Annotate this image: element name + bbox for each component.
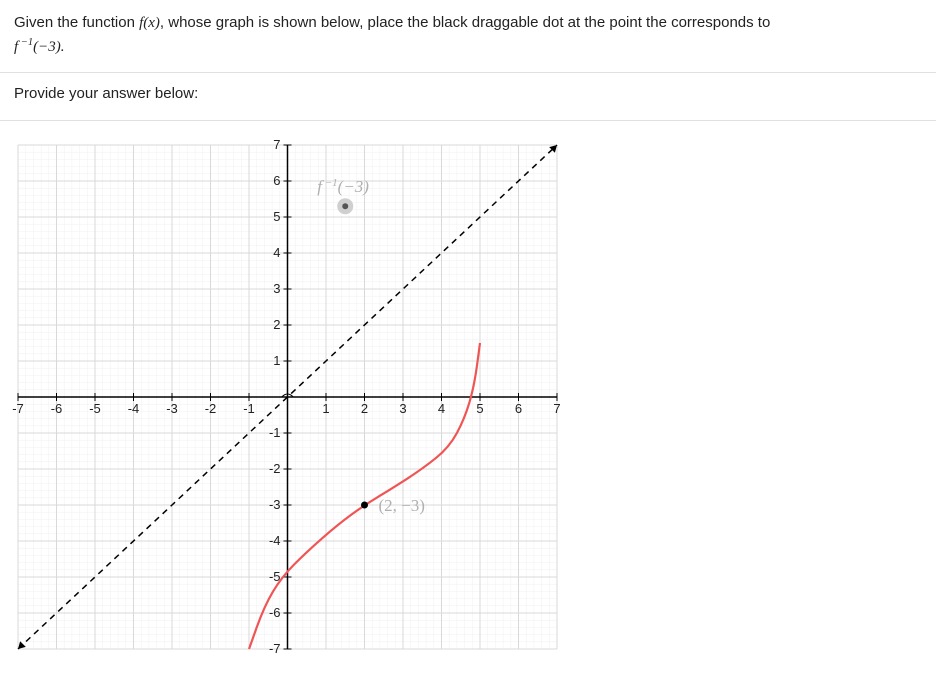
y-tick-label: -7: [269, 641, 281, 656]
question-func: f(x): [139, 15, 160, 31]
x-tick-label: -7: [12, 401, 24, 416]
y-tick-label: -4: [269, 533, 281, 548]
y-tick-label: 4: [273, 245, 280, 260]
coordinate-graph[interactable]: -7-6-5-4-3-2-11234567-7-6-5-4-3-2-112345…: [10, 137, 565, 657]
x-tick-label: 7: [553, 401, 560, 416]
curve-point-label: (2, −3): [379, 496, 425, 515]
y-tick-label: 7: [273, 137, 280, 152]
question-middle: , whose graph is shown below, place the …: [160, 14, 770, 31]
y-tick-label: 6: [273, 173, 280, 188]
x-tick-label: -2: [205, 401, 217, 416]
x-tick-label: -5: [89, 401, 101, 416]
y-tick-label: -3: [269, 497, 281, 512]
x-tick-label: 4: [438, 401, 445, 416]
graph-container: -7-6-5-4-3-2-11234567-7-6-5-4-3-2-112345…: [0, 121, 936, 661]
x-tick-label: 2: [361, 401, 368, 416]
draggable-dot-label: f −1(−3): [317, 177, 369, 196]
y-tick-label: 3: [273, 281, 280, 296]
y-tick-label: 5: [273, 209, 280, 224]
x-tick-label: 5: [476, 401, 483, 416]
x-tick-label: 3: [399, 401, 406, 416]
x-tick-label: -6: [51, 401, 63, 416]
question-target: f −1(−3).: [14, 39, 65, 55]
curve-point-dot: [361, 502, 368, 509]
x-tick-label: 1: [322, 401, 329, 416]
y-tick-label: -6: [269, 605, 281, 620]
y-tick-label: 2: [273, 317, 280, 332]
question-text: Given the function f(x), whose graph is …: [0, 0, 936, 73]
x-tick-label: -3: [166, 401, 178, 416]
x-tick-label: 6: [515, 401, 522, 416]
y-tick-label: -2: [269, 461, 281, 476]
answer-prompt: Provide your answer below:: [0, 73, 936, 121]
x-tick-label: -1: [243, 401, 255, 416]
x-tick-label: -4: [128, 401, 140, 416]
y-tick-label: -1: [269, 425, 281, 440]
y-tick-label: 1: [273, 353, 280, 368]
question-prefix: Given the function: [14, 14, 139, 31]
draggable-dot-inner[interactable]: [342, 203, 348, 209]
